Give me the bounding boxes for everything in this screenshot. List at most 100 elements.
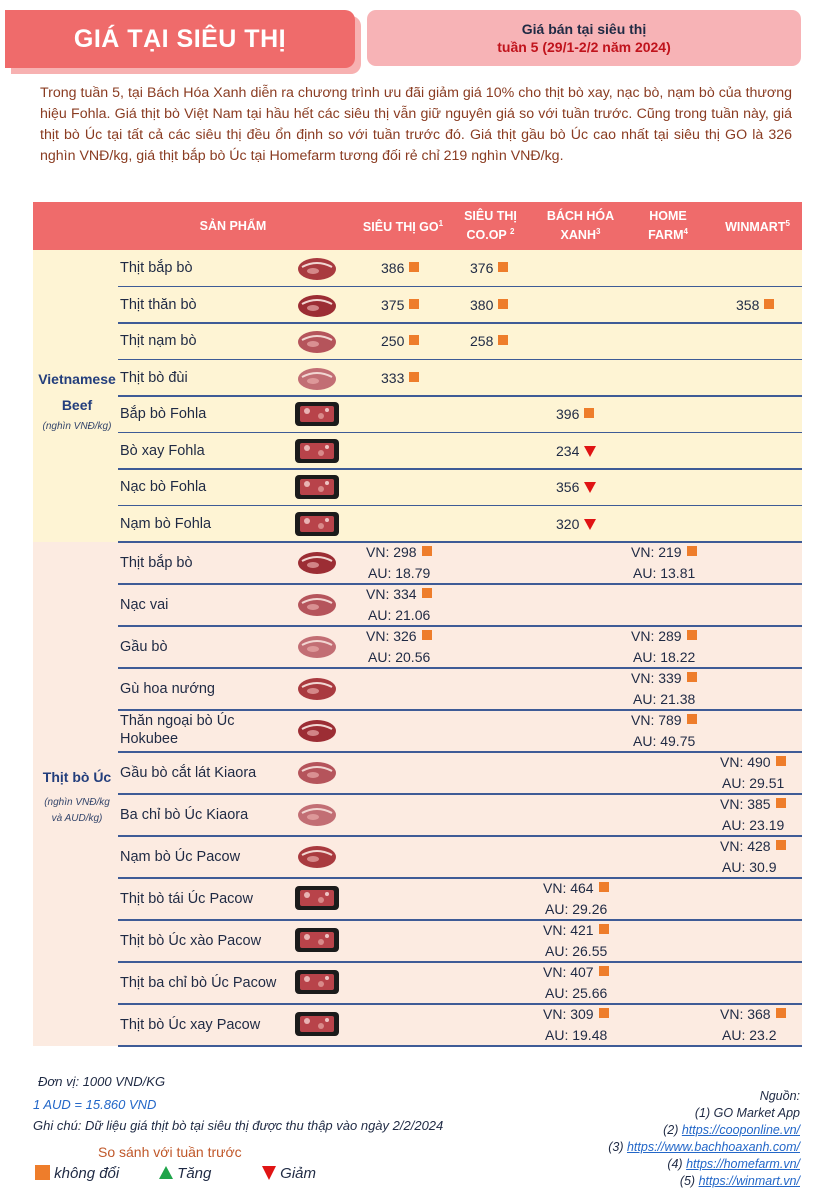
price-value: VN: 298 <box>366 544 417 560</box>
product-name: Thịt bò tái Úc Pacow <box>120 890 253 908</box>
price-value: VN: 309 <box>543 1006 594 1022</box>
row-divider <box>118 322 802 324</box>
product-name-line: Nạc vai <box>120 597 169 613</box>
orange-square-icon <box>598 882 609 892</box>
group-au-name: Thịt bò Úc <box>42 769 112 785</box>
price-value: VN: 334 <box>366 586 417 602</box>
product-name-line: Ba chỉ bò Úc Kiaora <box>120 807 249 823</box>
product-name-line: Thịt bò Úc xay Pacow <box>120 1017 261 1033</box>
price-value: VN: 789 <box>631 712 682 728</box>
row-divider <box>118 1045 802 1047</box>
legend-up: Tăng <box>159 1165 211 1182</box>
price-value: VN: 428 <box>720 838 771 854</box>
price-cell: 320 <box>556 514 597 535</box>
row-divider <box>118 667 802 669</box>
group-australian-beef: Thịt bò Úc (nghìn VNĐ/kg và AUD/kg) <box>33 764 121 826</box>
orange-square-icon <box>409 371 420 382</box>
product-name: Thịt bắp bò <box>120 554 193 572</box>
legend-same: không đổi <box>35 1165 119 1182</box>
row-divider <box>118 835 802 837</box>
price-aud: AU: 18.22 <box>633 649 696 665</box>
page-title: Giá bán tại siêu thị <box>521 21 647 37</box>
orange-square-icon <box>598 924 609 934</box>
row-divider <box>118 358 802 360</box>
beef-cut-image <box>298 636 336 658</box>
product-name-line: Gầu bò <box>120 639 168 655</box>
col-bhx-label2: XANH <box>560 228 596 243</box>
orange-square-icon <box>686 630 697 640</box>
source-4-link[interactable]: https://homefarm.vn/ <box>686 1157 800 1171</box>
orange-square-icon <box>421 630 432 640</box>
price-cell: VN: 385 <box>720 794 786 815</box>
row-divider <box>118 961 802 963</box>
price-value: 234 <box>556 442 580 459</box>
price-aud: AU: 29.26 <box>545 901 608 917</box>
orange-square-icon <box>421 588 432 598</box>
price-cell: 380 <box>470 295 509 316</box>
price-cell: VN: 421 <box>543 920 609 941</box>
source-1: (1) GO Market App <box>694 1106 800 1120</box>
red-down-triangle-icon <box>584 518 597 530</box>
price-aud: AU: 21.38 <box>633 691 696 707</box>
group-vietnamese-beef: Vietnamese Beef (nghìn VNĐ/kg) <box>33 366 121 434</box>
product-name: Ba chỉ bò Úc Kiaora <box>120 806 248 824</box>
price-value: 375 <box>381 296 405 313</box>
beef-cut-image <box>298 846 336 868</box>
legend-down: Giảm <box>262 1165 316 1182</box>
legend-same-label: không đổi <box>54 1165 120 1182</box>
price-cell: 376 <box>470 258 509 279</box>
group-au-unit2: và AUD/kg) <box>51 813 103 824</box>
orange-square-icon <box>775 1008 786 1018</box>
product-name-line: Nạm bò Úc Pacow <box>120 849 241 865</box>
product-name: Thịt thăn bò <box>120 296 197 313</box>
col-wm-label: WINMART <box>725 220 786 235</box>
row-divider <box>118 751 802 753</box>
product-name: Thịt bò Úc xào Pacow <box>120 932 261 950</box>
product-name: Nạm bò Úc Pacow <box>120 848 240 866</box>
price-cell: 358 <box>736 295 775 316</box>
orange-square-icon <box>764 298 775 309</box>
source-3-link[interactable]: https://www.bachhoaxanh.com/ <box>626 1140 800 1154</box>
price-value: VN: 464 <box>543 880 594 896</box>
col-coop-sup: 2 <box>510 226 515 236</box>
col-go: SIÊU THỊ GO1 <box>353 202 453 250</box>
product-name-line: Thịt bò Úc xào Pacow <box>120 933 262 949</box>
source-4: (4) https://homefarm.vn/ <box>667 1157 800 1171</box>
row-divider <box>118 1003 802 1005</box>
packaged-meat-image <box>295 438 339 463</box>
product-name-line: Thịt bò tái Úc Pacow <box>120 891 253 907</box>
source-3: (3) https://www.bachhoaxanh.com/ <box>608 1140 800 1154</box>
price-value: VN: 407 <box>543 964 594 980</box>
page-badge: GIÁ TẠI SIÊU THỊ <box>5 10 355 68</box>
col-coop-label2: CO.OP <box>466 228 507 243</box>
source-2: (2) https://cooponline.vn/ <box>663 1123 800 1137</box>
row-divider <box>118 285 802 287</box>
price-aud: AU: 21.06 <box>368 607 431 623</box>
source-5-prefix: (5) <box>679 1174 699 1188</box>
price-value: VN: 326 <box>366 628 417 644</box>
packaged-meat-image <box>295 475 339 499</box>
product-name: Thịt bò đùi <box>120 369 188 386</box>
price-aud: AU: 49.75 <box>633 733 696 749</box>
source-5-link[interactable]: https://winmart.vn/ <box>698 1174 800 1188</box>
orange-square-icon <box>598 1008 609 1018</box>
sources-title: Nguồn: <box>759 1089 800 1103</box>
compare-title: So sánh với tuần trước <box>98 1144 242 1160</box>
product-name-line: Thăn ngoại bò Úc <box>120 713 235 729</box>
price-value: 376 <box>470 260 494 276</box>
packaged-meat-image <box>295 1012 339 1036</box>
red-down-triangle-icon <box>584 445 597 457</box>
price-cell: VN: 298 <box>366 542 432 563</box>
price-cell: VN: 219 <box>631 542 697 563</box>
orange-square-icon <box>775 840 786 850</box>
row-divider <box>118 625 802 627</box>
beef-cut-image <box>298 258 336 280</box>
price-value: 356 <box>556 479 580 495</box>
source-2-link[interactable]: https://cooponline.vn/ <box>681 1123 800 1137</box>
row-divider <box>118 583 802 585</box>
packaged-meat-image <box>295 970 339 994</box>
row-divider <box>118 431 802 433</box>
orange-square-icon <box>35 1165 50 1180</box>
unit-note: Đơn vị: 1000 VND/KG <box>38 1074 166 1089</box>
product-name: Bò xay Fohla <box>120 442 205 459</box>
